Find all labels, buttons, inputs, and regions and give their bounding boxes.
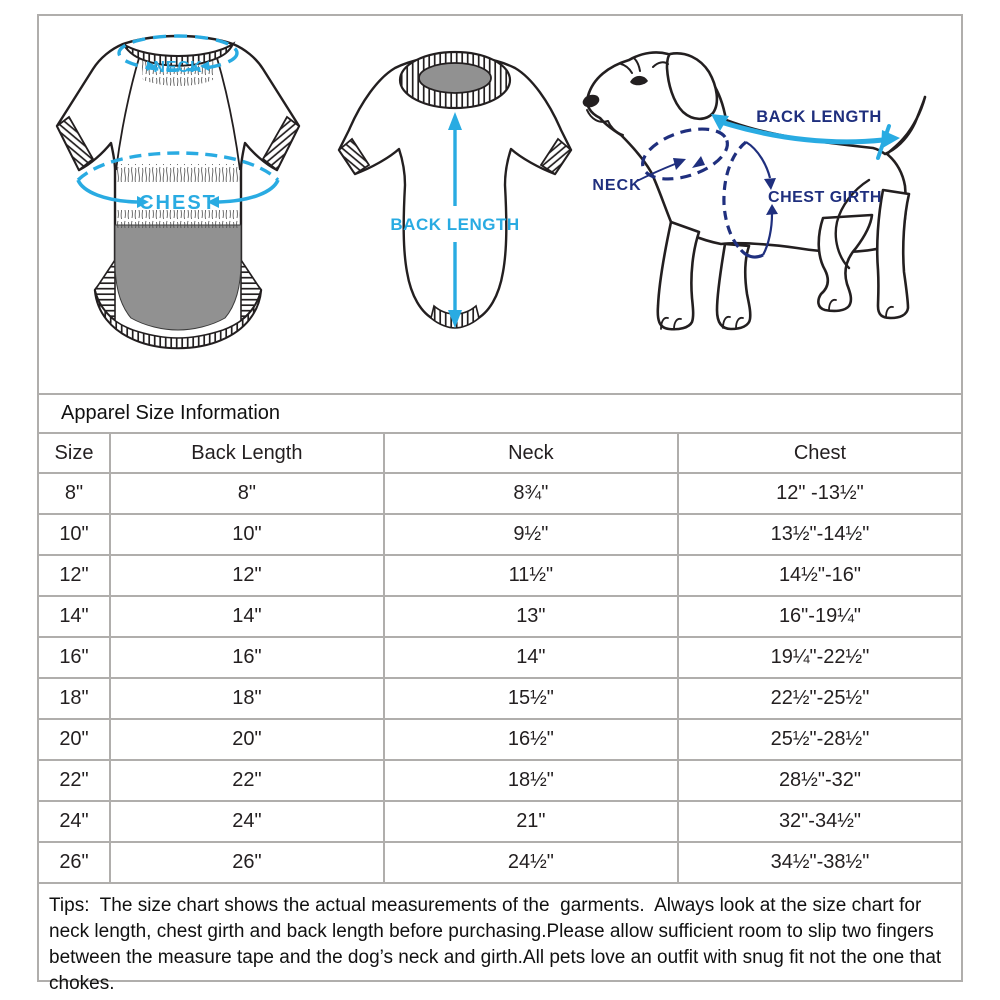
table-row: 22" 22" 18½" 28½"-32" xyxy=(39,759,961,802)
table-cell: 34½"-38½" xyxy=(676,841,961,884)
tips-text: Tips: The size chart shows the actual me… xyxy=(49,895,947,994)
table-cell: 18" xyxy=(108,677,385,720)
table-cell: 8¾" xyxy=(382,472,679,515)
table-cell: 13½"-14½" xyxy=(676,513,961,556)
table-cell: 18½" xyxy=(382,759,679,802)
table-row: 20" 20" 16½" 25½"-28½" xyxy=(39,718,961,761)
table-cell: 16" xyxy=(39,636,111,679)
content-frame: NECK CHEST xyxy=(37,14,963,994)
column-header: Back Length xyxy=(108,434,385,474)
dog-measurement-diagram: NECK CHEST GIRTH BACK LENGTH xyxy=(582,51,927,331)
collar-opening xyxy=(418,62,492,94)
table-cell: 15½" xyxy=(382,677,679,720)
chest-girth-label: CHEST GIRTH xyxy=(768,189,882,206)
garment-back-details xyxy=(55,41,301,349)
table-row: 8" 8" 8¾" 12" -13½" xyxy=(39,472,961,515)
garment-front-diagram: BACK LENGTH xyxy=(337,50,573,329)
table-cell: 10" xyxy=(108,513,385,556)
table-cell: 22" xyxy=(39,759,111,802)
collar-band xyxy=(122,41,236,67)
table-cell: 14" xyxy=(108,595,385,638)
dog-face-details xyxy=(582,57,894,330)
table-cell: 26" xyxy=(108,841,385,884)
back-length-annotation: BACK LENGTH xyxy=(390,112,519,328)
table-cell: 22" xyxy=(108,759,385,802)
chest-label: CHEST xyxy=(139,192,217,214)
table-cell: 20" xyxy=(39,718,111,761)
table-cell: 16"-19¼" xyxy=(676,595,961,638)
neck-girth-annotation: NECK xyxy=(592,127,729,194)
dog-back-length-label: BACK LENGTH xyxy=(756,108,882,126)
table-cell: 9½" xyxy=(382,513,679,556)
back-length-label: BACK LENGTH xyxy=(390,215,519,234)
table-cell: 18" xyxy=(39,677,111,720)
size-table: Size Back Length Neck Chest 8" 8" 8¾" 12" -13½… xyxy=(39,434,961,884)
table-cell: 8" xyxy=(39,472,111,515)
measurement-illustrations: NECK CHEST xyxy=(39,16,961,393)
table-cell: 14½"-16" xyxy=(676,554,961,597)
table-cell: 13" xyxy=(382,595,679,638)
table-row: 14" 14" 13" 16"-19¼" xyxy=(39,595,961,638)
table-cell: 24½" xyxy=(382,841,679,884)
table-cell: 21" xyxy=(382,800,679,843)
table-cell: 20" xyxy=(108,718,385,761)
column-header: Chest xyxy=(676,434,961,474)
table-cell: 26" xyxy=(39,841,111,884)
table-cell: 24" xyxy=(39,800,111,843)
belly-panel xyxy=(114,224,242,331)
back-length-annotation-dog: BACK LENGTH xyxy=(711,108,900,160)
table-cell: 32"-34½" xyxy=(676,800,961,843)
garment-back-diagram: NECK CHEST xyxy=(55,34,301,350)
table-cell: 12" -13½" xyxy=(676,472,961,515)
table-row: 26" 26" 24½" 34½"-38½" xyxy=(39,841,961,884)
size-table-body: 8" 8" 8¾" 12" -13½" 10" 10" 9½" 13½"-14½" 12" 12"… xyxy=(39,472,961,884)
table-row: 12" 12" 11½" 14½"-16" xyxy=(39,554,961,597)
table-row: 10" 10" 9½" 13½"-14½" xyxy=(39,513,961,556)
chest-measure-annotation: CHEST xyxy=(76,151,280,214)
table-cell: 16½" xyxy=(382,718,679,761)
neck-label: NECK xyxy=(153,59,202,76)
size-table-header-row: Size Back Length Neck Chest xyxy=(39,434,961,474)
table-cell: 22½"-25½" xyxy=(676,677,961,720)
column-header: Neck xyxy=(382,434,679,474)
table-row: 18" 18" 15½" 22½"-25½" xyxy=(39,677,961,720)
neck-measure-annotation: NECK xyxy=(117,34,239,76)
garment-front-details xyxy=(337,50,573,329)
table-cell: 10" xyxy=(39,513,111,556)
table-cell: 14" xyxy=(382,636,679,679)
table-cell: 8" xyxy=(108,472,385,515)
table-row: 16" 16" 14" 19¼"-22½" xyxy=(39,636,961,679)
table-cell: 12" xyxy=(108,554,385,597)
dog-neck-label: NECK xyxy=(592,177,641,194)
table-cell: 16" xyxy=(108,636,385,679)
table-cell: 11½" xyxy=(382,554,679,597)
chest-girth-annotation: CHEST GIRTH xyxy=(722,140,882,259)
table-cell: 14" xyxy=(39,595,111,638)
table-cell: 28½"-32" xyxy=(676,759,961,802)
column-header: Size xyxy=(39,434,111,474)
table-row: 24" 24" 21" 32"-34½" xyxy=(39,800,961,843)
table-cell: 24" xyxy=(108,800,385,843)
table-title: Apparel Size Information xyxy=(39,393,961,434)
table-cell: 25½"-28½" xyxy=(676,718,961,761)
table-cell: 19¼"-22½" xyxy=(676,636,961,679)
table-cell: 12" xyxy=(39,554,111,597)
